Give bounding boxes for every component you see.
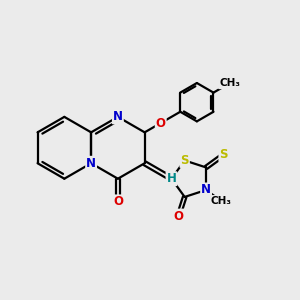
Text: H: H <box>167 172 176 185</box>
Text: O: O <box>113 195 123 208</box>
Text: O: O <box>173 210 184 223</box>
Text: S: S <box>180 154 189 167</box>
Text: S: S <box>219 148 228 161</box>
Text: CH₃: CH₃ <box>219 78 240 88</box>
Text: CH₃: CH₃ <box>211 196 232 206</box>
Text: N: N <box>201 184 211 196</box>
Text: N: N <box>113 110 123 123</box>
Text: O: O <box>156 117 166 130</box>
Text: N: N <box>86 157 96 170</box>
